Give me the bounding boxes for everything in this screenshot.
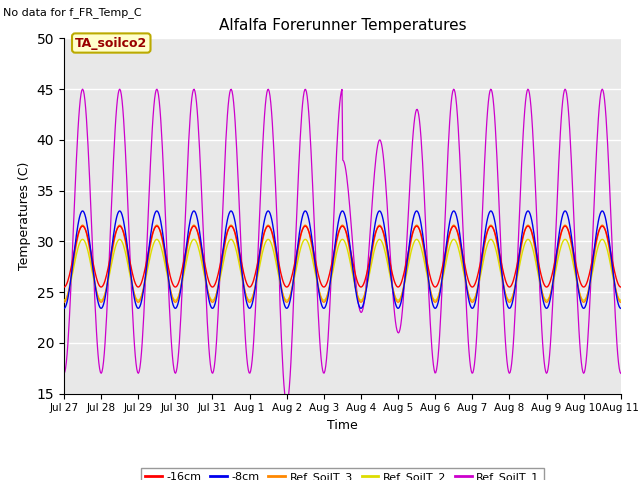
Ref_SoilT_3 — [214, 283, 222, 289]
Ref_SoilT_2 — [128, 283, 136, 288]
Ref_SoilT_1 — [60, 371, 68, 376]
Ref_SoilT_1 — [617, 371, 625, 376]
-16cm — [70, 250, 78, 255]
-8cm — [214, 285, 222, 291]
-16cm — [617, 284, 625, 290]
-8cm — [79, 208, 86, 214]
Text: TA_soilco2: TA_soilco2 — [75, 36, 147, 49]
-16cm — [79, 223, 86, 229]
Ref_SoilT_1 — [185, 139, 193, 144]
-16cm — [60, 284, 68, 290]
Ref_SoilT_3 — [428, 290, 435, 296]
Line: Ref_SoilT_2: Ref_SoilT_2 — [64, 240, 621, 300]
Ref_SoilT_3 — [411, 224, 419, 230]
-16cm — [185, 235, 193, 240]
-16cm — [411, 225, 419, 230]
Line: -8cm: -8cm — [64, 211, 621, 308]
Ref_SoilT_2 — [60, 297, 68, 303]
-8cm — [428, 294, 435, 300]
Ref_SoilT_3 — [617, 300, 625, 305]
-8cm — [411, 210, 419, 216]
-16cm — [214, 271, 222, 277]
-16cm — [428, 277, 435, 283]
Line: Ref_SoilT_3: Ref_SoilT_3 — [64, 225, 621, 302]
Line: -16cm: -16cm — [64, 226, 621, 287]
Ref_SoilT_2 — [79, 237, 86, 242]
Title: Alfalfa Forerunner Temperatures: Alfalfa Forerunner Temperatures — [219, 18, 466, 33]
Ref_SoilT_3 — [185, 237, 193, 242]
-8cm — [128, 282, 136, 288]
Ref_SoilT_2 — [214, 285, 222, 290]
Ref_SoilT_2 — [411, 238, 419, 244]
X-axis label: Time: Time — [327, 419, 358, 432]
Ref_SoilT_1 — [214, 311, 222, 316]
Ref_SoilT_3 — [60, 300, 68, 305]
-16cm — [128, 269, 136, 275]
Ref_SoilT_3 — [79, 222, 86, 228]
Y-axis label: Temperatures (C): Temperatures (C) — [18, 162, 31, 270]
Legend: -16cm, -8cm, Ref_SoilT_3, Ref_SoilT_2, Ref_SoilT_1: -16cm, -8cm, Ref_SoilT_3, Ref_SoilT_2, R… — [141, 468, 544, 480]
Line: Ref_SoilT_1: Ref_SoilT_1 — [64, 89, 621, 404]
Ref_SoilT_1 — [70, 209, 78, 215]
Ref_SoilT_1 — [428, 345, 436, 351]
Ref_SoilT_2 — [185, 248, 193, 253]
Ref_SoilT_1 — [412, 109, 419, 115]
Ref_SoilT_3 — [128, 281, 136, 287]
Ref_SoilT_2 — [70, 263, 78, 269]
Ref_SoilT_1 — [128, 301, 136, 307]
Ref_SoilT_3 — [70, 256, 78, 262]
Ref_SoilT_2 — [617, 297, 625, 303]
Ref_SoilT_1 — [79, 86, 86, 92]
-8cm — [617, 305, 625, 311]
-8cm — [70, 250, 78, 256]
Ref_SoilT_1 — [283, 401, 291, 407]
-8cm — [60, 305, 68, 311]
Text: No data for f_FR_Temp_C: No data for f_FR_Temp_C — [3, 7, 142, 18]
Ref_SoilT_2 — [428, 290, 435, 296]
-8cm — [185, 226, 193, 232]
